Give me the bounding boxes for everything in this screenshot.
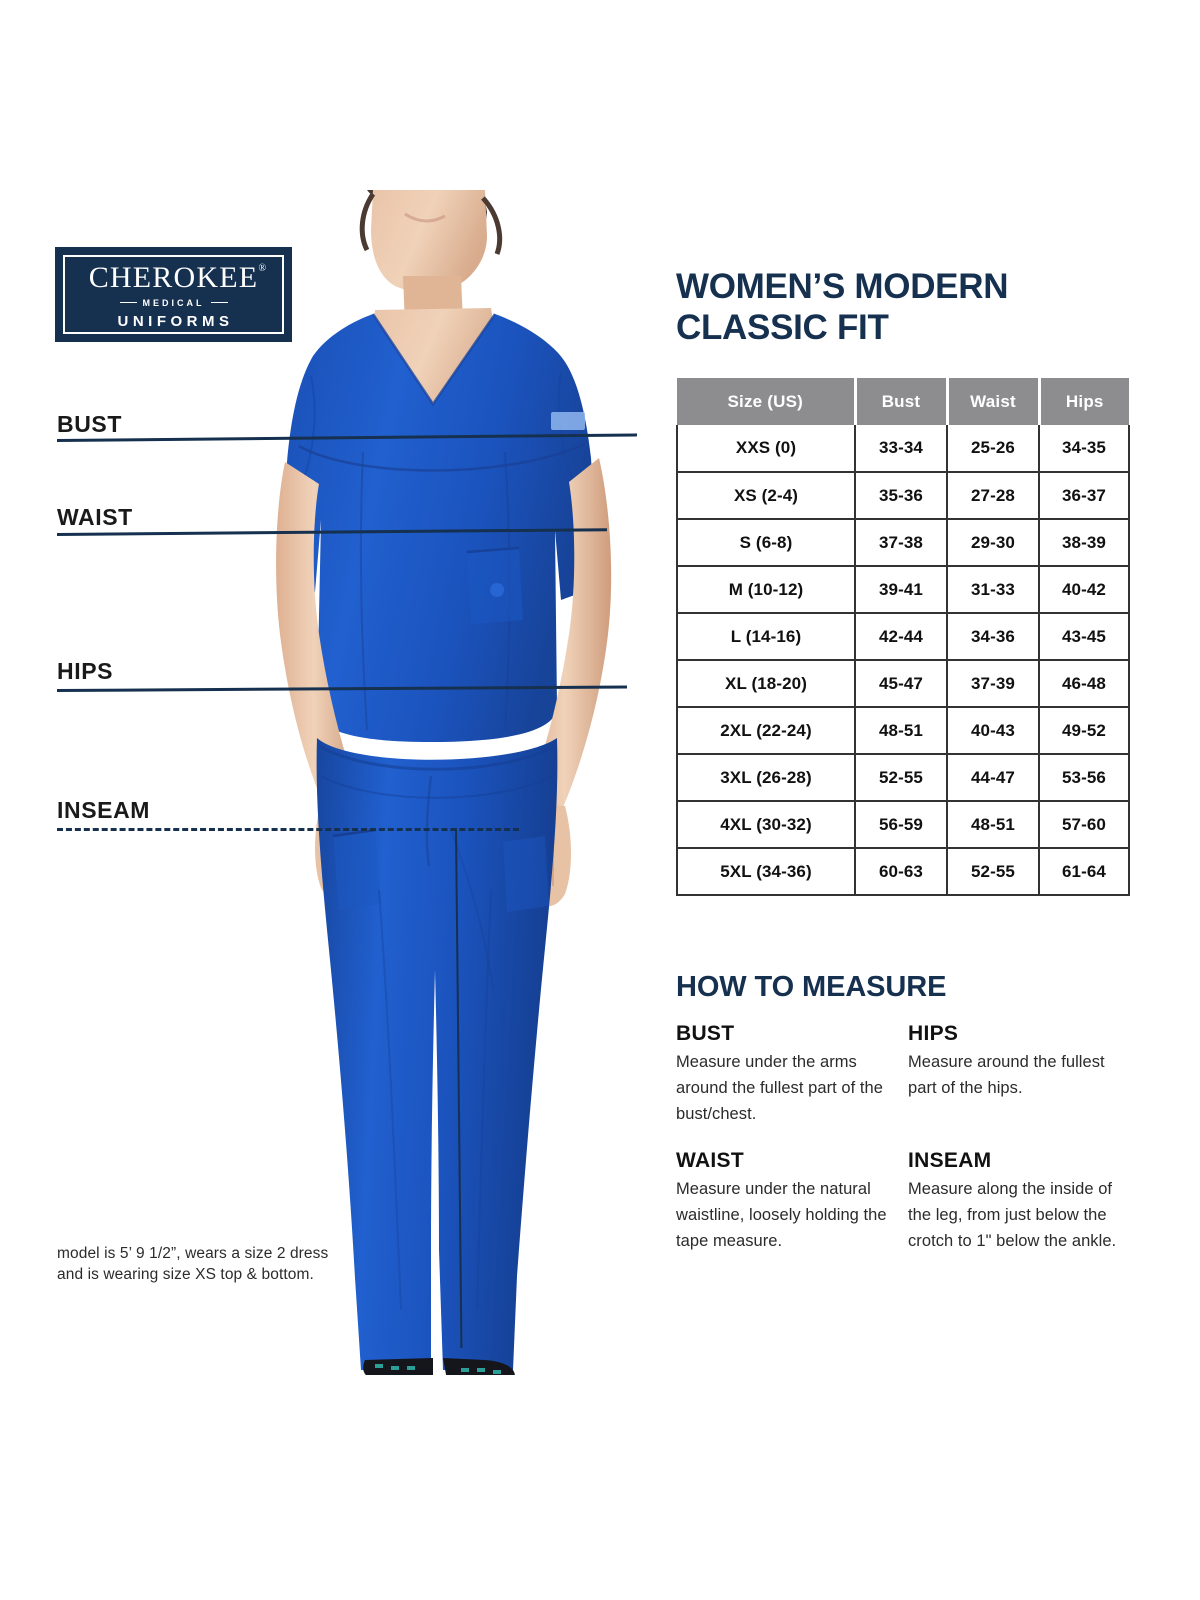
cell-hips: 61-64 — [1039, 848, 1130, 896]
table-row: 5XL (34-36) 60-63 52-55 61-64 — [676, 848, 1130, 896]
cell-hips: 38-39 — [1039, 519, 1130, 567]
cell-waist: 48-51 — [947, 801, 1040, 849]
callout-label-bust: BUST — [57, 411, 123, 437]
how-to-measure-heading: HOW TO MEASURE — [676, 971, 947, 1003]
measure-text-bust: Measure under the arms around the fulles… — [676, 1053, 883, 1123]
cell-bust: 52-55 — [855, 754, 948, 802]
table-row: 4XL (30-32) 56-59 48-51 57-60 — [676, 801, 1130, 849]
logo-medical-text: MEDICAL — [142, 297, 205, 308]
logo-rule-left-icon — [119, 302, 137, 303]
measure-text-hips: Measure around the fullest part of the h… — [908, 1053, 1105, 1097]
cell-hips: 53-56 — [1039, 754, 1130, 802]
cell-hips: 34-35 — [1039, 425, 1130, 473]
cell-bust: 39-41 — [855, 566, 948, 614]
table-row: 2XL (22-24) 48-51 40-43 49-52 — [676, 707, 1130, 755]
page-title: WOMEN’S MODERN CLASSIC FIT — [676, 266, 1136, 348]
cell-hips: 40-42 — [1039, 566, 1130, 614]
measure-text-inseam: Measure along the inside of the leg, fro… — [908, 1180, 1117, 1250]
measure-item-inseam: INSEAM Measure along the inside of the l… — [908, 1149, 1136, 1254]
table-row: XXS (0) 33-34 25-26 34-35 — [676, 425, 1130, 473]
logo-brand-name: CHEROKEE — [88, 260, 259, 294]
table-row: L (14-16) 42-44 34-36 43-45 — [676, 613, 1130, 661]
cell-size: XXS (0) — [676, 425, 856, 473]
page-title-line2: CLASSIC FIT — [676, 308, 889, 347]
cell-hips: 49-52 — [1039, 707, 1130, 755]
table-row: 3XL (26-28) 52-55 44-47 53-56 — [676, 754, 1130, 802]
cell-waist: 31-33 — [947, 566, 1040, 614]
cell-waist: 52-55 — [947, 848, 1040, 896]
cell-hips: 46-48 — [1039, 660, 1130, 708]
measure-text-waist: Measure under the natural waistline, loo… — [676, 1180, 887, 1250]
measure-item-bust: BUST Measure under the arms around the f… — [676, 1022, 908, 1127]
cherokee-logo: CHEROKEE ® MEDICAL UNIFORMS — [55, 247, 292, 342]
cell-waist: 27-28 — [947, 472, 1040, 520]
model-note: model is 5’ 9 1/2”, wears a size 2 dress… — [57, 1245, 329, 1283]
cell-waist: 37-39 — [947, 660, 1040, 708]
logo-uniforms-text: UNIFORMS — [117, 312, 234, 330]
cell-size: XS (2-4) — [676, 472, 856, 520]
cell-size: 2XL (22-24) — [676, 707, 856, 755]
how-to-measure-grid: BUST Measure under the arms around the f… — [676, 1022, 1136, 1254]
registered-mark-icon: ® — [258, 262, 268, 274]
logo-wordmark: CHEROKEE ® — [88, 260, 266, 294]
size-chart-table: Size (US) Bust Waist Hips XXS (0) 33-34 … — [676, 378, 1130, 896]
table-row: S (6-8) 37-38 29-30 38-39 — [676, 519, 1130, 567]
size-chart-header: Size (US) Bust Waist Hips — [677, 378, 1129, 425]
cell-bust: 56-59 — [855, 801, 948, 849]
column-header-hips: Hips — [1039, 378, 1129, 425]
column-header-waist: Waist — [947, 378, 1041, 425]
cell-size: 4XL (30-32) — [676, 801, 856, 849]
column-header-bust: Bust — [855, 378, 949, 425]
cell-size: XL (18-20) — [676, 660, 856, 708]
measure-item-waist: WAIST Measure under the natural waistlin… — [676, 1149, 908, 1254]
cell-size: S (6-8) — [676, 519, 856, 567]
cell-hips: 36-37 — [1039, 472, 1130, 520]
table-header-row: Size (US) Bust Waist Hips — [677, 378, 1129, 425]
logo-rule-right-icon — [210, 302, 228, 303]
table-row: XL (18-20) 45-47 37-39 46-48 — [676, 660, 1130, 708]
size-chart-body: XXS (0) 33-34 25-26 34-35 XS (2-4) 35-36… — [676, 425, 1130, 896]
cell-size: 3XL (26-28) — [676, 754, 856, 802]
page-title-line1: WOMEN’S MODERN — [676, 267, 1009, 306]
model-illustration — [255, 190, 655, 1375]
cell-waist: 34-36 — [947, 613, 1040, 661]
measure-item-hips: HIPS Measure around the fullest part of … — [908, 1022, 1136, 1127]
cell-waist: 40-43 — [947, 707, 1040, 755]
callout-line-inseam — [57, 828, 519, 831]
cell-waist: 29-30 — [947, 519, 1040, 567]
callout-label-waist: WAIST — [57, 504, 133, 530]
cell-bust: 45-47 — [855, 660, 948, 708]
cell-bust: 48-51 — [855, 707, 948, 755]
model-and-callouts-pane: CHEROKEE ® MEDICAL UNIFORMS — [55, 190, 655, 1375]
cell-size: L (14-16) — [676, 613, 856, 661]
cell-size: 5XL (34-36) — [676, 848, 856, 896]
measure-term-bust: BUST — [676, 1022, 735, 1045]
callout-label-inseam: INSEAM — [57, 797, 151, 823]
table-row: XS (2-4) 35-36 27-28 36-37 — [676, 472, 1130, 520]
cell-bust: 42-44 — [855, 613, 948, 661]
callout-label-hips: HIPS — [57, 658, 114, 684]
cell-bust: 35-36 — [855, 472, 948, 520]
column-header-size: Size (US) — [677, 378, 857, 425]
cell-hips: 43-45 — [1039, 613, 1130, 661]
measure-term-inseam: INSEAM — [908, 1149, 992, 1172]
cell-bust: 60-63 — [855, 848, 948, 896]
cell-hips: 57-60 — [1039, 801, 1130, 849]
measure-term-hips: HIPS — [908, 1022, 959, 1045]
cell-bust: 37-38 — [855, 519, 948, 567]
table-row: M (10-12) 39-41 31-33 40-42 — [676, 566, 1130, 614]
cell-size: M (10-12) — [676, 566, 856, 614]
cell-waist: 44-47 — [947, 754, 1040, 802]
cell-bust: 33-34 — [855, 425, 948, 473]
logo-inner-frame: CHEROKEE ® MEDICAL UNIFORMS — [63, 255, 284, 334]
measure-term-waist: WAIST — [676, 1149, 744, 1172]
cell-waist: 25-26 — [947, 425, 1040, 473]
logo-medical-row: MEDICAL — [119, 297, 228, 308]
